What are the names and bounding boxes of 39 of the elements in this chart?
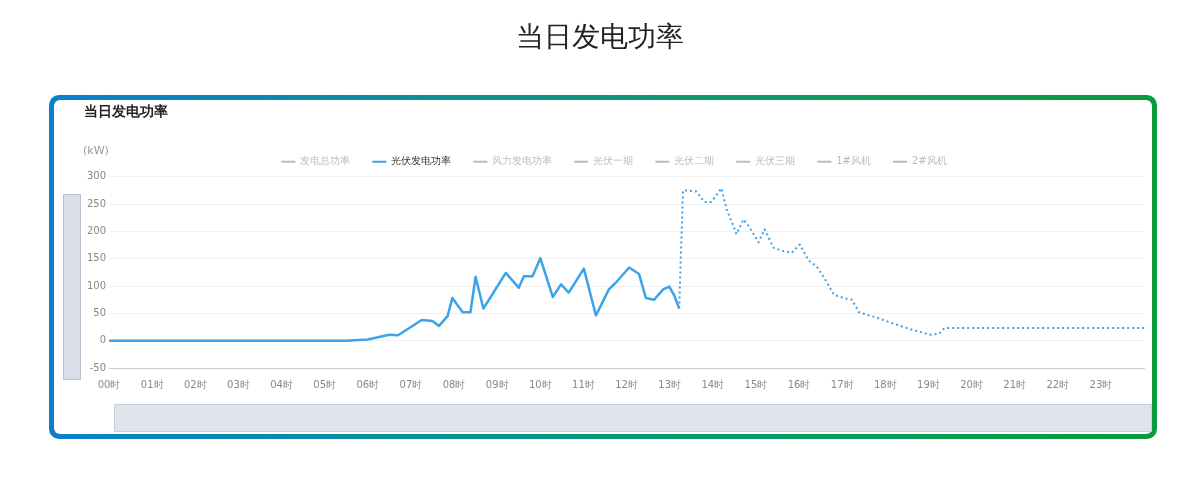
- legend-label: 2#风机: [912, 155, 947, 167]
- x-tick-label: 14时: [701, 378, 725, 390]
- x-tick-label: 00时: [97, 378, 121, 390]
- x-tick-label: 11时: [572, 378, 595, 390]
- x-tick-label: 10时: [528, 378, 552, 390]
- legend-label: 1#风机: [836, 155, 872, 167]
- x-tick-label: 19时: [917, 378, 940, 390]
- y-tick-label: 300: [86, 170, 107, 182]
- x-tick-label: 04时: [270, 378, 293, 390]
- x-tick-label: 09时: [485, 378, 509, 390]
- x-tick-label: 15时: [744, 378, 768, 390]
- y-tick-label: 150: [86, 252, 107, 264]
- y-tick-label: 50: [93, 306, 107, 318]
- x-tick-label: 17时: [830, 378, 854, 390]
- legend-label: 风力发电功率: [492, 155, 553, 167]
- x-tick-label: 13时: [658, 378, 682, 390]
- x-tick-label: 16时: [787, 378, 811, 390]
- x-tick-label: 21时: [1003, 378, 1026, 390]
- y-tick-label: 100: [86, 279, 107, 291]
- y-tick-label: 0: [99, 334, 107, 346]
- chart-title: 当日发电功率: [515, 19, 685, 55]
- legend-label: 光伏发电功率: [391, 155, 452, 167]
- x-tick-label: 07时: [399, 378, 423, 390]
- y-axis-title: (kW): [83, 143, 109, 157]
- y-tick-label: 250: [86, 197, 107, 209]
- x-tick-label: 01时: [140, 378, 164, 390]
- x-tick-label: 22时: [1046, 378, 1070, 390]
- x-tick-label: 02时: [183, 378, 207, 390]
- x-tick-label: 03时: [227, 378, 250, 390]
- x-tick-label: 06时: [356, 378, 380, 390]
- y-tick-label: -50: [89, 361, 107, 373]
- y-tick-label: 200: [86, 225, 107, 237]
- x-tick-label: 05时: [313, 378, 337, 390]
- x-tick-label: 18时: [873, 378, 897, 390]
- x-tick-label: 20时: [960, 378, 983, 390]
- x-tick-label: 23时: [1089, 378, 1113, 390]
- chart-subtitle: 当日发电功率: [84, 103, 168, 120]
- x-tick-label: 08时: [442, 378, 466, 390]
- x-tick-label: 12时: [615, 378, 638, 390]
